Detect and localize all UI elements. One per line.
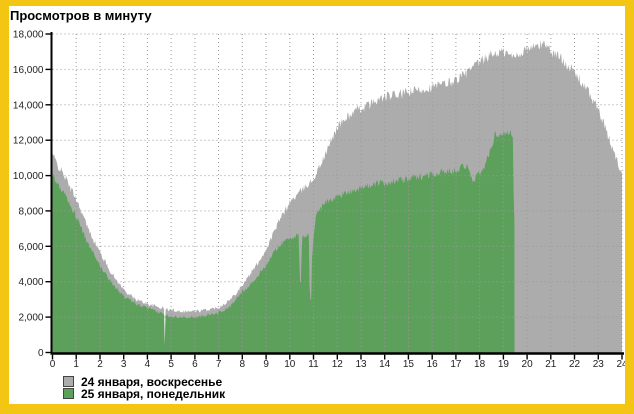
x-tick-label: 5 (168, 359, 174, 370)
x-tick-label: 14 (379, 359, 391, 370)
x-tick-label: 8 (240, 359, 246, 370)
x-tick-label: 19 (498, 359, 510, 370)
x-tick-label: 9 (263, 359, 269, 370)
x-tick-label: 24 (616, 359, 625, 370)
x-tick-label: 20 (522, 359, 534, 370)
x-tick-label: 12 (332, 359, 344, 370)
x-tick-label: 7 (216, 359, 222, 370)
legend-item-monday: 25 января, понедельник (63, 388, 225, 400)
views-per-minute-chart: 0 1 2 3 4 5 6 7 8 9 10 11 12 13 14 15 16 17 18 19 20 21 22 23 24… (13, 30, 625, 370)
x-tick-label: 16 (427, 359, 439, 370)
legend-label-monday: 25 января, понедельник (81, 387, 226, 401)
y-tick-label: 0 (38, 348, 44, 359)
y-tick-label: 16,000 (13, 65, 44, 76)
chart-panel: Просмотров в минуту 0 1 2 3 4 5 6 7 8 9 10 11 12 13 14… (9, 6, 625, 404)
legend-swatch-sunday-icon (63, 376, 74, 387)
x-tick-label: 10 (284, 359, 296, 370)
area-monday (52, 129, 515, 353)
chart-legend: 24 января, воскресенье 25 января, понеде… (63, 376, 225, 400)
x-tick-label: 21 (545, 359, 557, 370)
x-tick-label: 15 (403, 359, 415, 370)
x-tick-label: 3 (121, 359, 127, 370)
x-tick-label: 4 (145, 359, 151, 370)
x-tick-label: 22 (569, 359, 581, 370)
x-tick-label: 18 (474, 359, 486, 370)
chart-title: Просмотров в минуту (10, 8, 152, 23)
legend-item-sunday: 24 января, воскресенье (63, 376, 225, 388)
legend-swatch-monday-icon (63, 388, 74, 399)
x-tick-label: 0 (50, 359, 56, 370)
x-tick-label: 13 (355, 359, 367, 370)
y-tick-label: 8,000 (18, 206, 43, 217)
x-tick-label: 23 (593, 359, 605, 370)
x-tick-label: 2 (97, 359, 103, 370)
y-tick-label: 12,000 (13, 136, 44, 147)
legend-label-sunday: 24 января, воскресенье (81, 375, 223, 389)
y-tick-label: 4,000 (18, 277, 43, 288)
x-tick-label: 17 (450, 359, 462, 370)
y-tick-label: 10,000 (13, 171, 44, 182)
y-tick-label: 18,000 (13, 30, 44, 41)
y-tick-label: 6,000 (18, 242, 43, 253)
y-tick-label: 2,000 (18, 313, 43, 324)
x-tick-label: 6 (192, 359, 198, 370)
x-tick-label: 1 (73, 359, 79, 370)
y-tick-label: 14,000 (13, 100, 44, 111)
x-tick-label: 11 (308, 359, 319, 370)
